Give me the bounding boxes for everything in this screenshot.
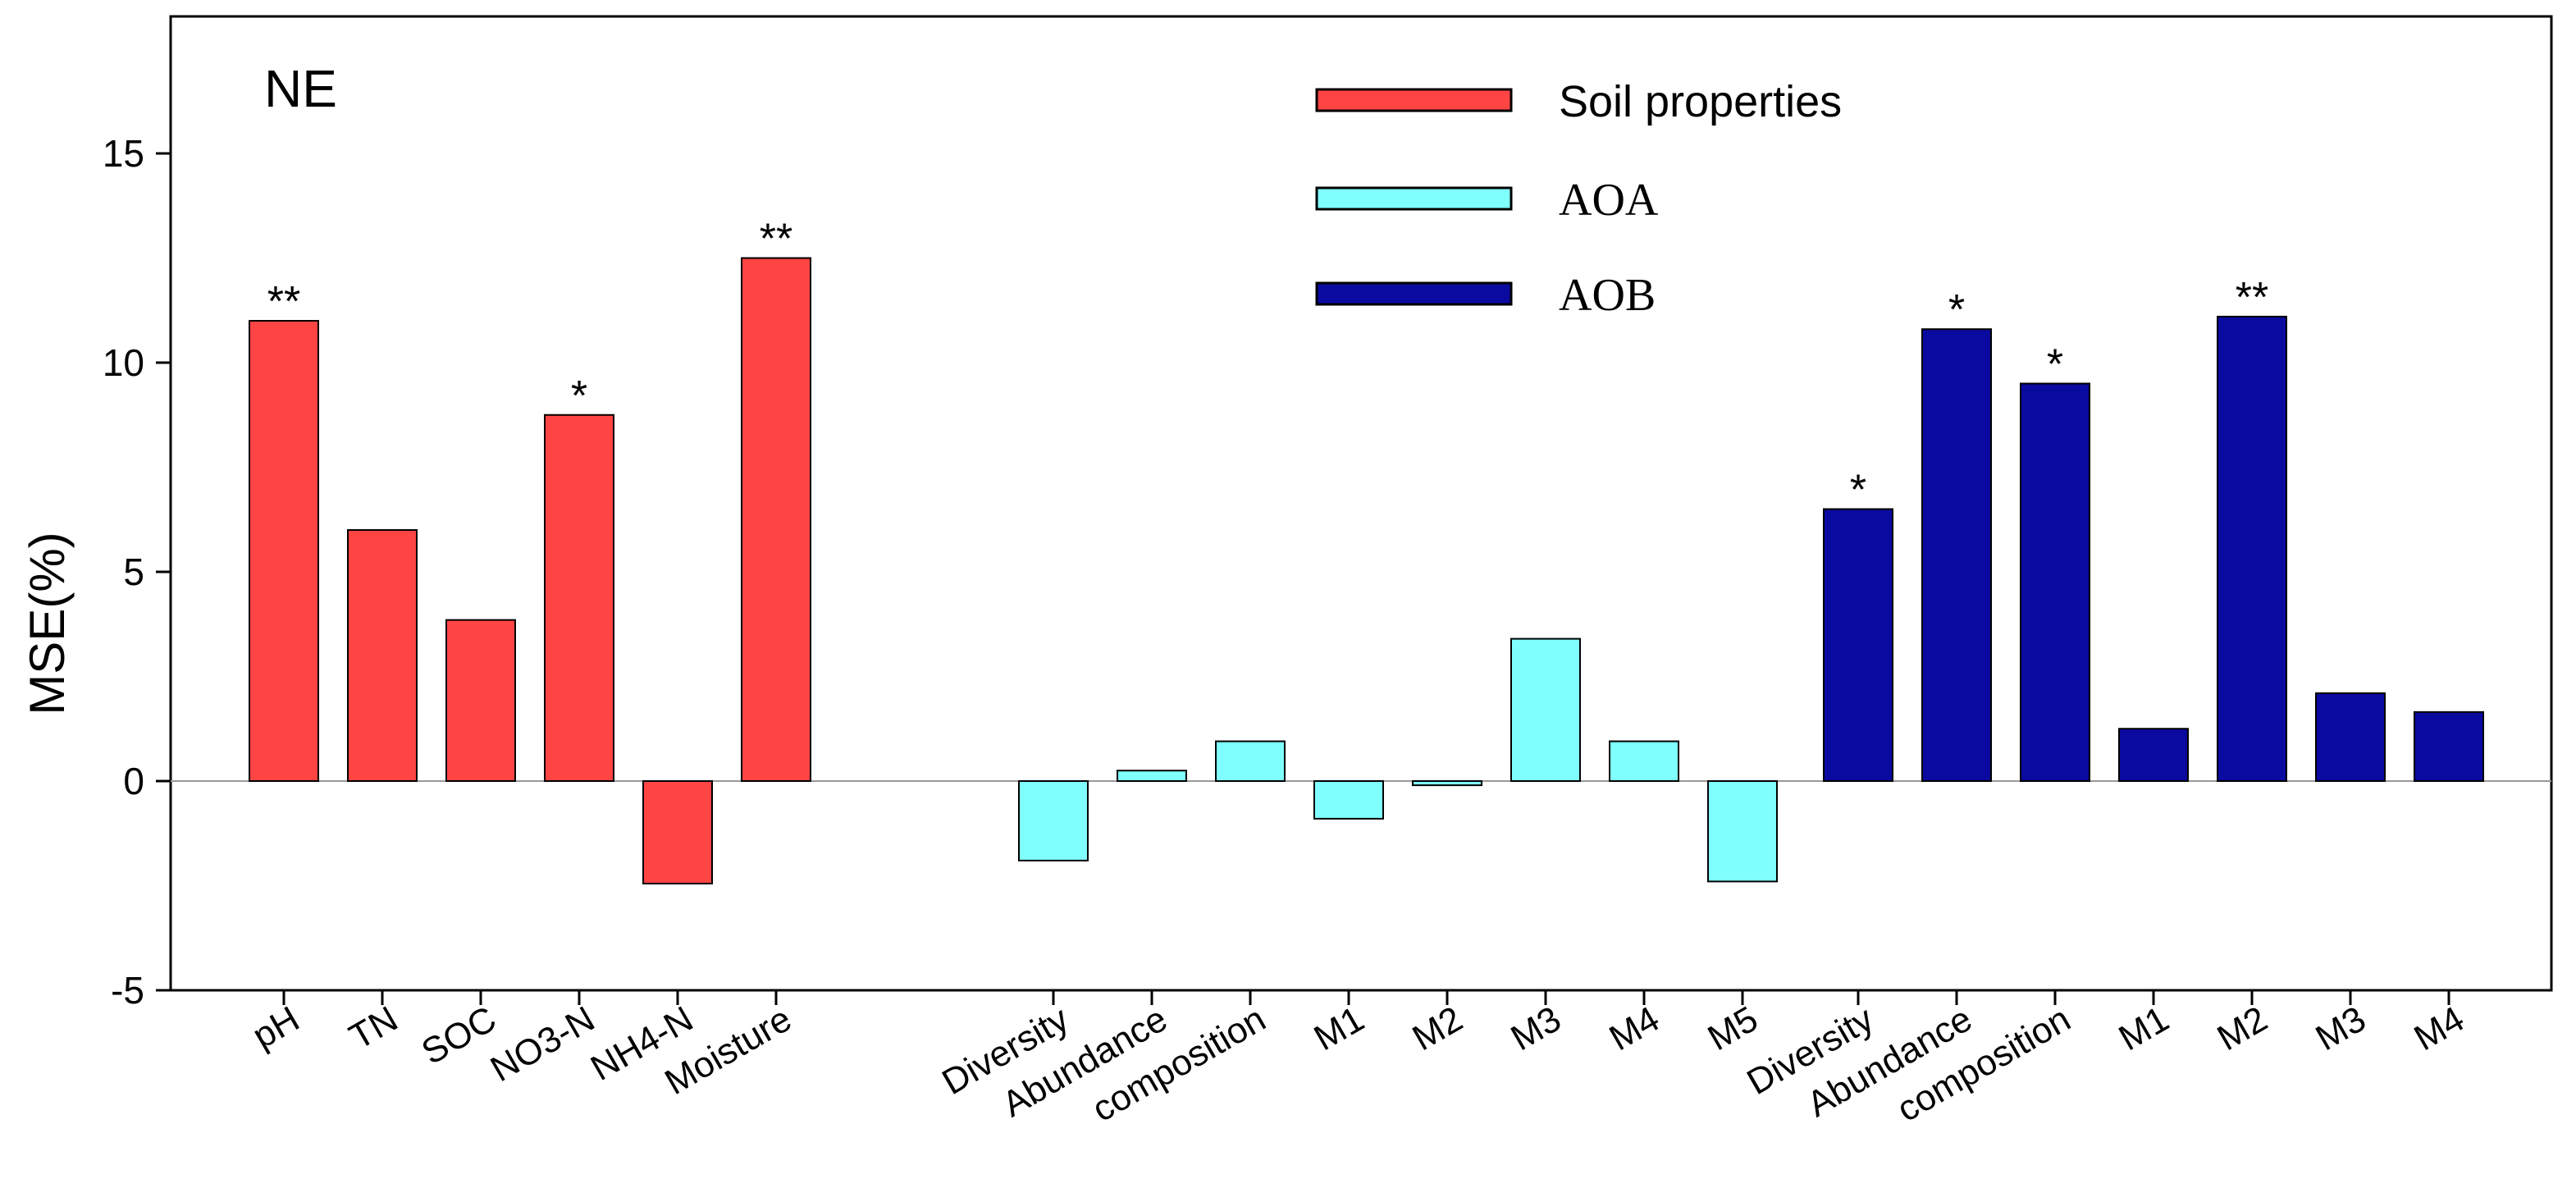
legend-swatch (1315, 88, 1513, 112)
bar (1412, 780, 1482, 787)
y-axis-title: MSE(%) (20, 532, 75, 715)
bar (2315, 692, 2386, 783)
bar (1609, 740, 1679, 782)
y-tick-label: 0 (123, 760, 144, 802)
legend-swatch (1315, 186, 1513, 211)
bar (249, 320, 319, 782)
bar (1313, 780, 1384, 820)
bar (741, 257, 811, 782)
bar (347, 529, 418, 782)
bar (544, 414, 614, 782)
x-tick-label: M4 (2408, 998, 2471, 1058)
x-tick-label: TN (343, 998, 404, 1058)
significance-label: ** (2236, 274, 2268, 322)
plot-frame (169, 15, 2553, 992)
bar (2118, 728, 2189, 782)
x-tick-label: pH (246, 998, 306, 1057)
x-tick-label: NO3-N (484, 998, 601, 1090)
legend-label: AOA (1559, 175, 1659, 226)
bar (1215, 740, 1286, 782)
y-tick-label: -5 (111, 969, 144, 1012)
legend-label: AOB (1559, 270, 1656, 321)
bar (2217, 315, 2287, 782)
bar (2414, 711, 2484, 782)
bar (1018, 780, 1089, 861)
bar (1823, 508, 1893, 782)
x-tick-label: M2 (2211, 998, 2274, 1058)
bar (1707, 780, 1778, 883)
legend-label: Soil properties (1559, 77, 1842, 126)
significance-label: * (571, 372, 587, 420)
x-tick-label: M1 (1308, 998, 1371, 1058)
legend: Soil properties AOA AOB (1315, 77, 1842, 321)
y-tick-label: 10 (103, 341, 144, 384)
bar (445, 619, 516, 783)
significance-label: * (1948, 286, 1965, 334)
x-tick-label: M1 (2112, 998, 2176, 1058)
bar (1510, 637, 1581, 782)
x-tick-label: M4 (1603, 998, 1666, 1058)
bar (1117, 770, 1187, 782)
y-tick-label: 5 (123, 551, 144, 593)
significance-label: * (2047, 341, 2063, 389)
x-tick-label: M5 (1701, 998, 1765, 1058)
significance-label: * (1850, 467, 1866, 514)
bar (642, 780, 713, 884)
significance-label: ** (267, 278, 300, 326)
panel-label: NE (264, 59, 337, 118)
bar (2020, 382, 2090, 782)
legend-swatch (1315, 281, 1513, 306)
x-tick-label: M3 (2309, 998, 2373, 1058)
bar (1921, 328, 1992, 782)
x-tick-label: M2 (1406, 998, 1469, 1058)
y-tick-label: 15 (103, 132, 144, 175)
x-tick-label: M3 (1505, 998, 1568, 1058)
significance-label: ** (760, 216, 792, 263)
